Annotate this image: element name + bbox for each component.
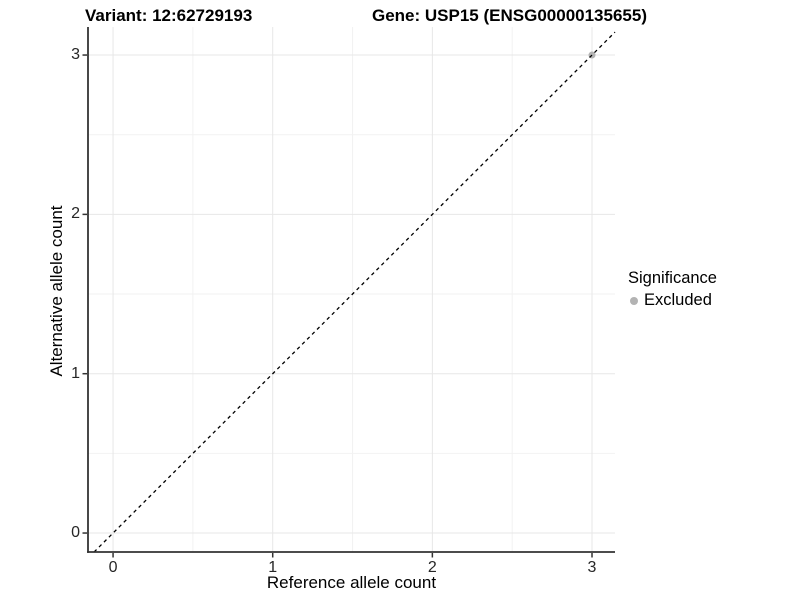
- variant-title: Variant: 12:62729193: [85, 6, 253, 25]
- y-tick-label: 0: [71, 524, 80, 542]
- y-tick-label: 1: [71, 364, 80, 382]
- identity-line: [93, 31, 616, 553]
- x-tick-label: 2: [427, 559, 437, 576]
- legend-item-label: Excluded: [644, 291, 712, 309]
- legend-title: Significance: [628, 269, 717, 287]
- gene-title: Gene: USP15 (ENSG00000135655): [372, 6, 647, 25]
- excluded-point-icon: [630, 296, 638, 305]
- y-tick-label: 3: [71, 46, 80, 64]
- x-tick-label: 3: [587, 559, 597, 576]
- legend-item-excluded: Excluded: [628, 291, 717, 310]
- x-tick-label: 0: [108, 559, 118, 576]
- y-tick-label: 2: [71, 205, 80, 223]
- legend: Significance Excluded: [628, 269, 717, 310]
- x-axis-title: Reference allele count: [266, 573, 437, 592]
- x-tick-label: 1: [268, 559, 278, 576]
- y-axis-title: Alternative allele count: [47, 205, 66, 377]
